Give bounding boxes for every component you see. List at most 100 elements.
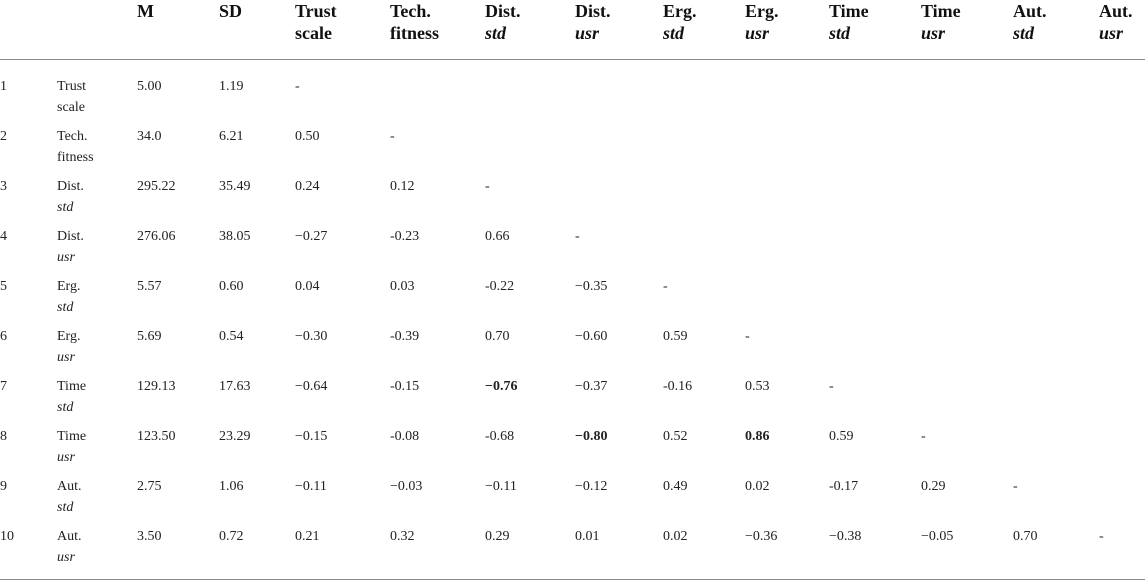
row-label: Dist. std (57, 176, 84, 218)
correlation-cell: 0.02 (745, 479, 770, 494)
correlation-cell: - (921, 429, 926, 444)
correlation-cell: −0.76 (485, 379, 518, 394)
row-number: 2 (0, 129, 7, 144)
correlation-cell: −0.60 (575, 329, 608, 344)
column-header-line2: usr (745, 23, 770, 43)
row-number: 9 (0, 479, 7, 494)
mean-cell: 123.50 (137, 429, 176, 444)
row-number: 1 (0, 79, 7, 94)
correlation-cell: −0.80 (575, 429, 608, 444)
correlation-cell: -0.15 (390, 379, 420, 394)
row-label-line2: std (57, 300, 74, 315)
sd-cell: 23.29 (219, 429, 251, 444)
correlation-cell: −0.27 (295, 229, 328, 244)
column-header-line2: std (485, 23, 507, 43)
row-label-line1: Aut. (57, 479, 82, 494)
sd-cell: 17.63 (219, 379, 251, 394)
sd-cell: 38.05 (219, 229, 251, 244)
correlation-cell: 0.24 (295, 179, 320, 194)
bottom-rule (0, 579, 1145, 580)
correlation-cell: 0.53 (745, 379, 770, 394)
sd-cell: 35.49 (219, 179, 251, 194)
column-header-line2: std (829, 23, 851, 43)
row-label: Erg. usr (57, 326, 80, 368)
column-header: Dist. std (485, 0, 521, 44)
correlation-cell: 0.49 (663, 479, 688, 494)
row-number: 3 (0, 179, 7, 194)
correlation-cell: 0.59 (663, 329, 688, 344)
column-header: Erg. usr (745, 0, 779, 44)
correlation-cell: 0.02 (663, 529, 688, 544)
correlation-cell: -0.68 (485, 429, 515, 444)
column-header-line2: std (663, 23, 685, 43)
correlation-cell: 0.66 (485, 229, 510, 244)
row-label-line2: std (57, 500, 74, 515)
column-header: Dist. usr (575, 0, 611, 44)
row-label-line2: usr (57, 550, 75, 565)
row-label-line2: scale (57, 100, 85, 115)
column-header-line1: Aut. (1013, 1, 1047, 21)
correlation-cell: −0.03 (390, 479, 423, 494)
row-label-line1: Tech. (57, 129, 88, 144)
column-header-line1: Erg. (745, 1, 779, 21)
row-label-line1: Aut. (57, 529, 82, 544)
correlation-cell: 0.01 (575, 529, 600, 544)
row-number: 6 (0, 329, 7, 344)
header-rule (0, 59, 1145, 60)
correlation-cell: 0.29 (485, 529, 510, 544)
row-number: 7 (0, 379, 7, 394)
column-header-line2: fitness (390, 23, 439, 43)
correlation-cell: 0.21 (295, 529, 320, 544)
row-number: 4 (0, 229, 7, 244)
column-header: Aut. usr (1099, 0, 1133, 44)
row-label-line2: usr (57, 250, 75, 265)
column-header: Trust scale (295, 0, 337, 44)
row-label-line2: fitness (57, 150, 94, 165)
row-label-line1: Dist. (57, 179, 84, 194)
correlation-cell: -0.39 (390, 329, 420, 344)
column-header-line2: scale (295, 23, 332, 43)
column-header-line1: Aut. (1099, 1, 1133, 21)
mean-cell: 5.57 (137, 279, 162, 294)
row-label: Time usr (57, 426, 86, 468)
mean-cell: 276.06 (137, 229, 176, 244)
correlation-cell: −0.36 (745, 529, 778, 544)
column-header-line2: usr (921, 23, 946, 43)
column-header-line1: Dist. (575, 1, 611, 21)
column-header-line1: Erg. (663, 1, 697, 21)
correlation-cell: −0.30 (295, 329, 328, 344)
correlation-cell: - (295, 79, 300, 94)
row-label-line1: Time (57, 429, 87, 444)
row-label-line1: Erg. (57, 329, 81, 344)
row-label: Trust scale (57, 76, 86, 118)
row-label: Aut. usr (57, 526, 82, 568)
correlation-cell: - (390, 129, 395, 144)
column-header-line1: Trust (295, 1, 337, 21)
correlation-cell: 0.04 (295, 279, 320, 294)
correlation-cell: −0.11 (485, 479, 517, 494)
row-number: 8 (0, 429, 7, 444)
mean-cell: 129.13 (137, 379, 176, 394)
correlation-cell: -0.22 (485, 279, 515, 294)
column-header-line2: usr (1099, 23, 1124, 43)
correlation-cell: - (485, 179, 490, 194)
sd-cell: 0.54 (219, 329, 244, 344)
column-header-line1: Dist. (485, 1, 521, 21)
correlation-cell: 0.03 (390, 279, 415, 294)
row-label: Erg. std (57, 276, 80, 318)
row-label-line1: Trust (57, 79, 87, 94)
column-header-line1: Time (829, 1, 869, 21)
row-label-line2: std (57, 200, 74, 215)
correlation-cell: 0.59 (829, 429, 854, 444)
row-number: 10 (0, 529, 14, 544)
column-header-line2: std (1013, 23, 1035, 43)
column-header-line1: M (137, 1, 154, 21)
correlation-cell: −0.12 (575, 479, 608, 494)
column-header: Tech. fitness (390, 0, 439, 44)
mean-cell: 5.69 (137, 329, 162, 344)
correlation-cell: 0.70 (485, 329, 510, 344)
column-header-line2: usr (575, 23, 600, 43)
correlation-cell: -0.08 (390, 429, 420, 444)
correlation-cell: 0.29 (921, 479, 946, 494)
